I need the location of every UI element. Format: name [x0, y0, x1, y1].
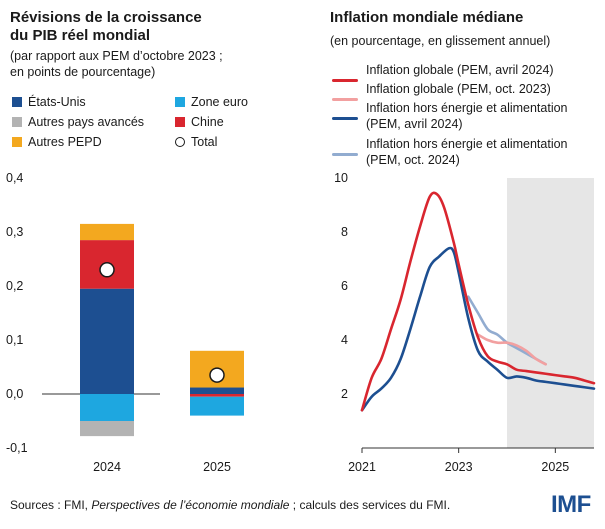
right-chart-subtitle: (en pourcentage, en glissement annuel) [330, 34, 551, 48]
bar-chart: 0,4 0,3 0,2 0,1 0,0 -0,1 2024 2025 [6, 171, 244, 474]
legend-line-core-apr24 [332, 117, 358, 120]
sources-note: Sources : FMI, Perspectives de l’économi… [10, 498, 450, 512]
legend-label-china: Chine [191, 115, 224, 129]
bar-ytick-label: -0,1 [6, 441, 28, 455]
legend-label-core-apr24-line1: Inflation hors énergie et alimentation [366, 101, 568, 115]
legend-swatch-us [12, 97, 22, 107]
sources-italic: Perspectives de l’économie mondiale [91, 498, 290, 512]
bar-segment-euro-2025 [190, 396, 244, 416]
legend-item-china: Chine [175, 114, 224, 130]
legend-label-headline-apr24: Inflation globale (PEM, avril 2024) [366, 63, 554, 77]
sources-prefix: Sources : FMI, [10, 498, 92, 512]
series-line-headline_oct23 [476, 333, 547, 366]
left-subtitle-line2: en points de pourcentage) [10, 65, 156, 79]
legend-label-headline-oct23: Inflation globale (PEM, oct. 2023) [366, 82, 551, 96]
bar-segment-other_emde-2024 [80, 223, 134, 241]
line-ytick-label: 2 [341, 387, 348, 401]
bar-ytick-label: 0,3 [6, 225, 23, 239]
forecast-shading [507, 178, 594, 448]
legend-item-other-emde: Autres PEPD [12, 134, 102, 150]
left-chart-subtitle: (par rapport aux PEM d’octobre 2023 ; en… [10, 48, 223, 80]
bar-segment-us-2024 [80, 288, 134, 394]
legend-label-us: États-Unis [28, 95, 86, 109]
line-ytick-label: 6 [341, 279, 348, 293]
series-line-core_apr24 [360, 246, 596, 412]
total-marker-2024 [99, 262, 115, 278]
total-marker-2025 [209, 367, 225, 383]
sources-suffix: ; calculs des services du FMI. [289, 498, 451, 512]
legend-label-core-oct24: Inflation hors énergie et alimentation (… [366, 136, 568, 168]
legend-label-other-adv: Autres pays avancés [28, 115, 145, 129]
legend-swatch-other-adv [12, 117, 22, 127]
legend-label-total: Total [191, 135, 218, 149]
series-line-headline_apr24 [360, 191, 596, 412]
legend-label-core-apr24-line2: (PEM, avril 2024) [366, 117, 463, 131]
legend-marker-total [175, 137, 185, 147]
bar-ytick-label: 0,1 [6, 333, 23, 347]
bar-segment-us-2025 [190, 387, 244, 394]
legend-swatch-other-emde [12, 137, 22, 147]
legend-label-core-apr24: Inflation hors énergie et alimentation (… [366, 100, 568, 132]
legend-swatch-euro [175, 97, 185, 107]
left-title-line1: Révisions de la croissance [10, 9, 202, 26]
legend-item-total: Total [175, 134, 217, 150]
right-chart-title: Inflation mondiale médiane [330, 9, 524, 26]
legend-label-core-oct24-line1: Inflation hors énergie et alimentation [366, 137, 568, 151]
legend-label-other-emde: Autres PEPD [28, 135, 102, 149]
left-chart-title: Révisions de la croissance du PIB réel m… [10, 9, 202, 45]
bar-xtick-label: 2024 [93, 460, 121, 474]
legend-label-core-oct24-line2: (PEM, oct. 2024) [366, 153, 460, 167]
line-ytick-label: 8 [341, 225, 348, 239]
left-title-line2: du PIB réel mondial [10, 27, 151, 44]
bar-ytick-label: 0,4 [6, 171, 23, 185]
legend-item-other-adv: Autres pays avancés [12, 114, 144, 130]
legend-swatch-china [175, 117, 185, 127]
legend-item-us: États-Unis [12, 94, 86, 110]
line-xtick-label: 2023 [445, 460, 473, 474]
left-subtitle-line1: (par rapport aux PEM d’octobre 2023 ; [10, 49, 223, 63]
bar-segment-other_adv-2024 [80, 421, 134, 437]
line-xtick-label: 2021 [348, 460, 376, 474]
line-chart: 10 8 6 4 2 2021 2023 2025 [334, 171, 596, 474]
legend-line-headline-oct23 [332, 98, 358, 101]
imf-logo: IMF [551, 491, 591, 518]
bar-ytick-label: 0,2 [6, 279, 23, 293]
legend-item-euro: Zone euro [175, 94, 248, 110]
bar-segment-china-2025 [190, 394, 244, 397]
line-ytick-label: 4 [341, 333, 348, 347]
bar-segment-euro-2024 [80, 394, 134, 421]
legend-line-headline-apr24 [332, 79, 358, 82]
legend-line-core-oct24 [332, 153, 358, 156]
line-ytick-label: 10 [334, 171, 348, 185]
line-xtick-label: 2025 [541, 460, 569, 474]
bar-xtick-label: 2025 [203, 460, 231, 474]
bar-ytick-label: 0,0 [6, 387, 23, 401]
legend-label-euro: Zone euro [191, 95, 248, 109]
